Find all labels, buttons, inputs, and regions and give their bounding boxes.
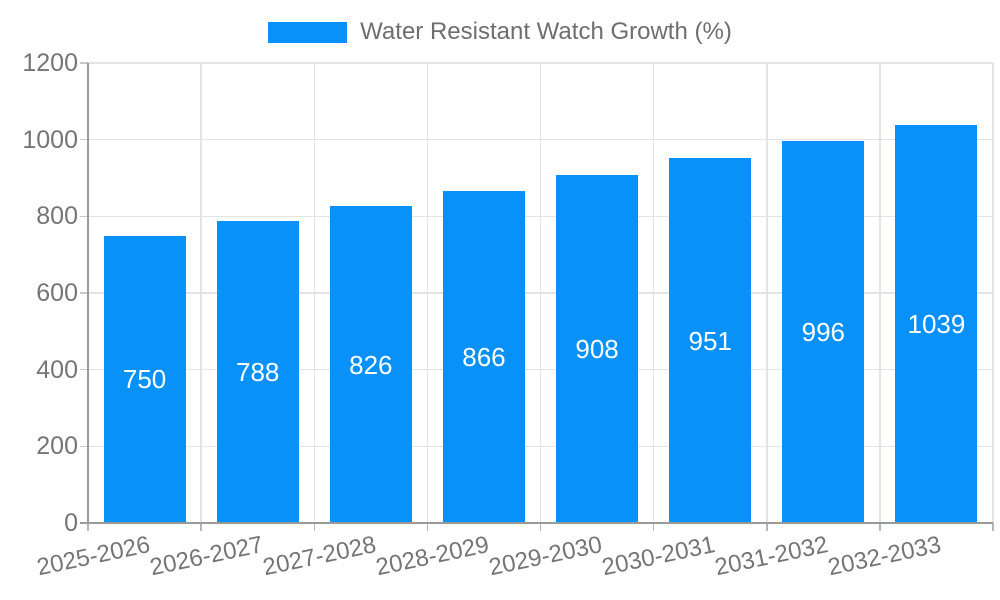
legend-swatch-icon xyxy=(268,21,348,43)
y-axis-tick xyxy=(80,215,88,218)
bar xyxy=(216,220,299,523)
bar-value-label: 826 xyxy=(349,349,393,380)
x-gridline xyxy=(200,63,202,523)
bar-value-label: 996 xyxy=(801,317,845,348)
y-axis-tick-label: 1000 xyxy=(22,125,78,154)
y-axis-tick xyxy=(80,292,88,294)
bar xyxy=(329,206,412,523)
x-gridline xyxy=(426,63,429,523)
y-axis-tick-label: 400 xyxy=(36,355,78,384)
x-axis-tick xyxy=(87,523,89,531)
x-axis-tick xyxy=(539,523,542,531)
x-axis-tick xyxy=(766,523,768,531)
bar xyxy=(782,141,865,523)
x-axis-tick xyxy=(992,523,994,531)
x-gridline xyxy=(539,63,542,523)
y-axis-tick-label: 800 xyxy=(36,202,78,231)
x-gridline xyxy=(652,63,655,523)
bar-value-label: 788 xyxy=(235,356,280,387)
bar xyxy=(442,191,525,523)
x-axis-tick xyxy=(879,523,881,531)
bar-value-label: 908 xyxy=(575,333,619,364)
y-axis-tick xyxy=(80,445,88,448)
x-axis-tick xyxy=(426,523,429,531)
bar xyxy=(103,235,186,523)
y-axis-tick xyxy=(80,368,88,371)
legend-label: Water Resistant Watch Growth (%) xyxy=(360,18,732,45)
x-axis-tick xyxy=(652,523,655,531)
x-axis-line xyxy=(80,522,993,524)
x-gridline xyxy=(766,63,768,523)
bar xyxy=(669,158,752,523)
x-axis-tick xyxy=(313,523,315,531)
y-axis-tick-label: 0 xyxy=(64,509,78,537)
x-gridline xyxy=(313,63,315,523)
x-gridline xyxy=(879,63,881,523)
bar-value-label: 1039 xyxy=(907,308,966,339)
bar xyxy=(556,174,639,523)
bar-value-label: 951 xyxy=(688,325,732,356)
y-axis-tick xyxy=(80,62,88,64)
x-axis-tick xyxy=(200,523,202,531)
y-axis-tick-label: 600 xyxy=(36,279,78,307)
bar-value-label: 750 xyxy=(122,364,167,395)
y-axis-line xyxy=(87,63,89,523)
chart-legend: Water Resistant Watch Growth (%) xyxy=(0,20,1000,44)
y-axis-tick-label: 1200 xyxy=(22,49,78,77)
bar xyxy=(895,124,978,523)
y-axis-tick xyxy=(80,138,88,141)
y-axis-tick-label: 200 xyxy=(36,432,78,461)
bar-value-label: 866 xyxy=(462,342,506,373)
x-gridline xyxy=(992,63,994,523)
